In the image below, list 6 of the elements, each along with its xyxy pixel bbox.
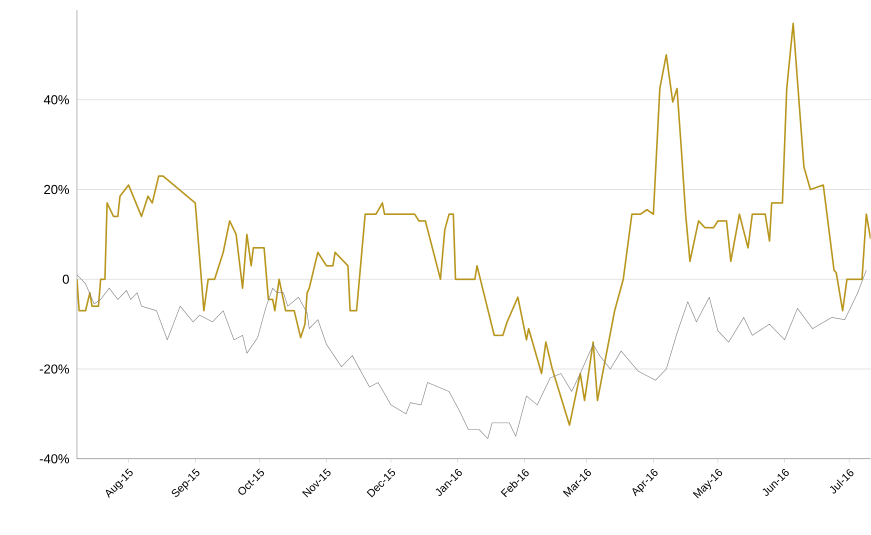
y-tick-label: -40%	[40, 454, 69, 464]
y-tick-label: 20%	[44, 185, 69, 194]
y-tick-label: -20%	[40, 364, 69, 374]
line-series	[76, 270, 867, 440]
y-tick-label: 40%	[44, 95, 69, 104]
y-tick-label: 0	[62, 274, 69, 284]
